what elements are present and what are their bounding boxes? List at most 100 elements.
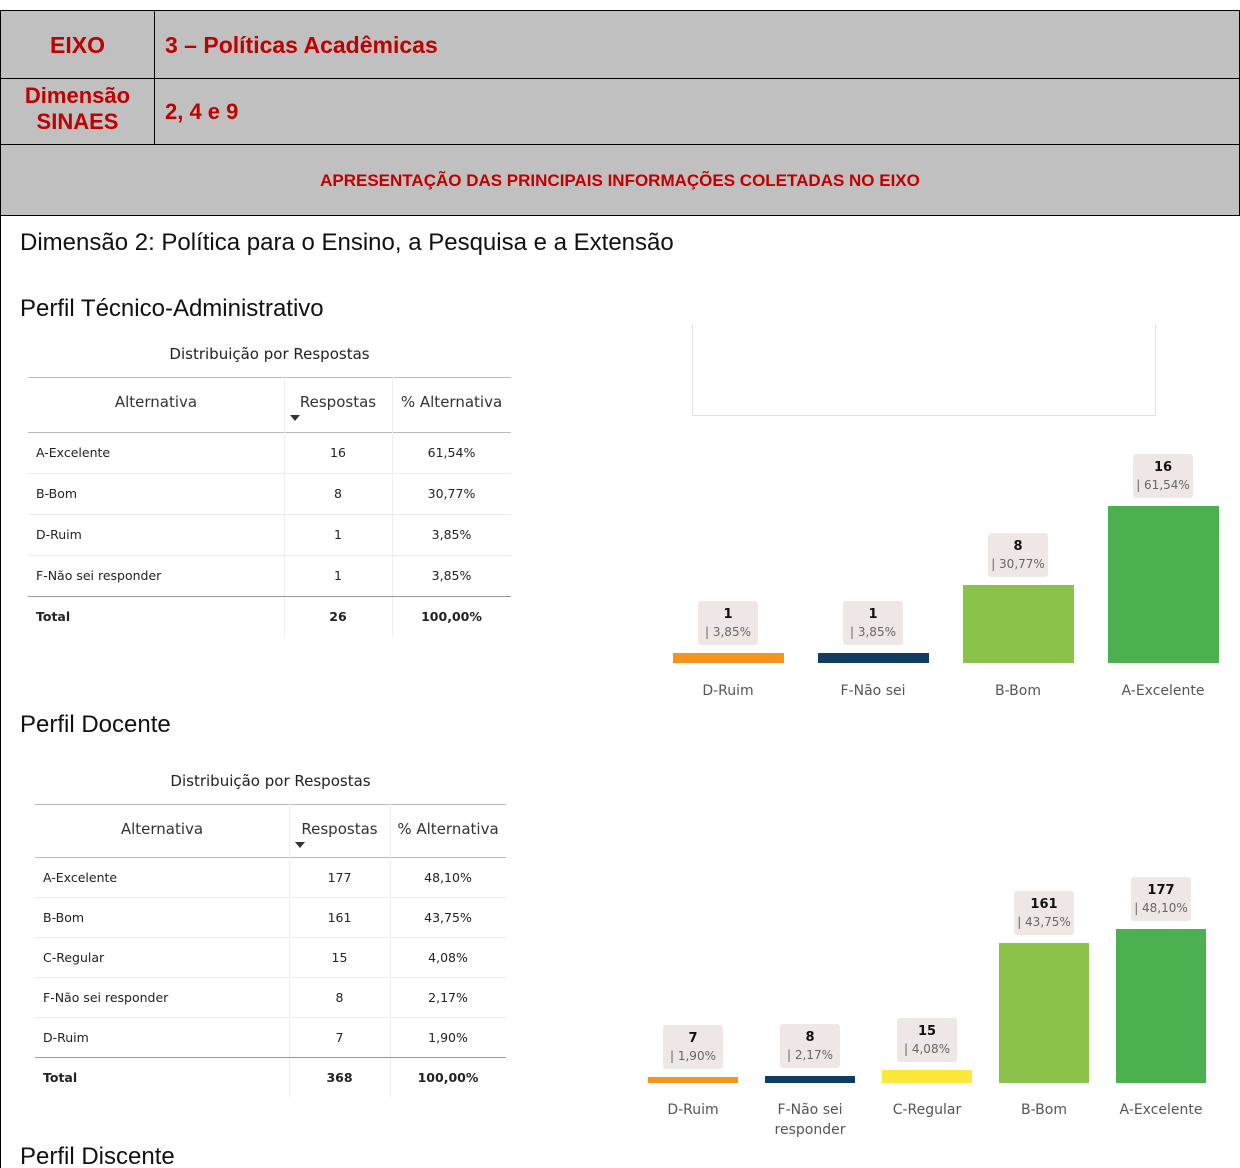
column-divider bbox=[284, 377, 285, 637]
dimension-label: Dimensão SINAES bbox=[24, 83, 131, 134]
table-cell: D-Ruim bbox=[43, 1030, 89, 1045]
chart-frame bbox=[692, 325, 1156, 416]
section-title: Perfil Docente bbox=[20, 711, 171, 738]
percent-label: | 48,10% bbox=[1134, 901, 1188, 915]
bar bbox=[1107, 506, 1219, 663]
percent-label: | 61,54% bbox=[1136, 478, 1190, 492]
category-label: F-Não sei bbox=[840, 683, 906, 699]
table-cell: 43,75% bbox=[424, 910, 472, 925]
bar bbox=[648, 1076, 738, 1083]
table-cell: 8 bbox=[335, 990, 344, 1005]
data-label: 8 | 2,17% bbox=[780, 1024, 840, 1069]
dimension-value: 2, 4 e 9 bbox=[165, 99, 239, 124]
bar bbox=[882, 1069, 972, 1083]
data-label: 1 | 3,85% bbox=[843, 601, 903, 646]
table-rule bbox=[35, 804, 506, 805]
table-cell: A-Excelente bbox=[43, 870, 118, 885]
percent-label: | 3,85% bbox=[705, 625, 751, 640]
column-divider bbox=[390, 804, 391, 1097]
sort-arrow bbox=[290, 415, 300, 421]
category-label: D-Ruim bbox=[702, 683, 754, 699]
left-border bbox=[0, 215, 1, 1168]
bar bbox=[962, 584, 1074, 663]
section-title: Perfil Técnico-Administrativo bbox=[20, 295, 324, 322]
table-cell: F-Não sei responder bbox=[43, 990, 169, 1005]
total-cell: Total bbox=[36, 609, 71, 624]
total-cell: 100,00% bbox=[417, 1070, 479, 1085]
category-label: A-Excelente bbox=[1119, 1102, 1203, 1118]
column-header: Alternativa bbox=[114, 393, 198, 411]
count-label: 1 bbox=[868, 607, 878, 623]
table-cell: 3,85% bbox=[431, 527, 472, 542]
table-caption: Distribuição por Respostas bbox=[170, 772, 371, 790]
data-label: 15 | 4,08% bbox=[897, 1017, 957, 1062]
count-label: 177 bbox=[1147, 883, 1175, 898]
header-cell bbox=[154, 78, 1240, 145]
row-rule bbox=[28, 473, 511, 474]
bar bbox=[999, 942, 1089, 1083]
table-cell: C-Regular bbox=[43, 950, 105, 965]
heading: Dimensão 2: Política para o Ensino, a Pe… bbox=[20, 229, 674, 256]
percent-label: | 30,77% bbox=[991, 556, 1045, 571]
section-title: Perfil Discente bbox=[20, 1143, 175, 1168]
data-label: 161 | 43,75% bbox=[1014, 890, 1074, 935]
bar bbox=[1116, 929, 1206, 1083]
percent-label: | 3,85% bbox=[850, 625, 896, 640]
table-cell: 1,90% bbox=[428, 1030, 468, 1045]
table-cell: 1 bbox=[334, 527, 342, 542]
data-label: 7 | 1,90% bbox=[663, 1024, 723, 1069]
count-label: 8 bbox=[1013, 538, 1023, 554]
header-cell bbox=[154, 10, 1240, 79]
bar bbox=[817, 653, 929, 663]
table-cell: 16 bbox=[330, 445, 346, 460]
count-label: 16 bbox=[1153, 460, 1173, 475]
total-cell: 26 bbox=[329, 609, 347, 624]
table-cell: F-Não sei responder bbox=[36, 568, 162, 583]
data-label: 16 | 61,54% bbox=[1133, 454, 1193, 498]
total-cell: Total bbox=[43, 1070, 78, 1085]
total-cell: 368 bbox=[326, 1070, 353, 1085]
table-cell: 3,85% bbox=[431, 568, 472, 583]
table-cell: 2,17% bbox=[428, 990, 468, 1005]
category-label: D-Ruim bbox=[667, 1102, 719, 1118]
table-rule bbox=[28, 377, 511, 378]
row-rule bbox=[28, 555, 511, 556]
table-rule bbox=[28, 432, 511, 433]
row-rule bbox=[35, 897, 506, 898]
data-label: 8 | 30,77% bbox=[988, 532, 1048, 577]
row-rule bbox=[35, 1017, 506, 1018]
column-header: % Alternativa bbox=[400, 393, 503, 411]
column-header: Respostas bbox=[299, 393, 377, 411]
bar bbox=[672, 653, 784, 663]
percent-label: | 43,75% bbox=[1017, 914, 1071, 929]
total-cell: 100,00% bbox=[421, 609, 482, 624]
count-label: 161 bbox=[1030, 896, 1058, 912]
row-rule bbox=[28, 596, 511, 597]
table-cell: D-Ruim bbox=[36, 527, 82, 542]
count-label: 1 bbox=[723, 607, 733, 623]
data-label: 1 | 3,85% bbox=[698, 601, 758, 646]
column-divider bbox=[289, 804, 290, 1097]
column-divider bbox=[392, 377, 393, 637]
header-cell bbox=[0, 10, 155, 79]
category-label: B-Bom bbox=[1021, 1102, 1067, 1118]
row-rule bbox=[35, 1057, 506, 1058]
category-label: C-Regular bbox=[892, 1102, 962, 1118]
eixo-label: EIXO bbox=[50, 32, 105, 58]
sort-arrow bbox=[295, 842, 305, 848]
table-cell: 15 bbox=[331, 950, 348, 965]
table-cell: B-Bom bbox=[36, 486, 78, 501]
table-rule bbox=[35, 857, 506, 858]
table-cell: 177 bbox=[327, 870, 352, 885]
table-cell: 161 bbox=[327, 910, 352, 925]
banner-cell bbox=[0, 144, 1240, 216]
percent-label: | 2,17% bbox=[787, 1048, 833, 1063]
row-rule bbox=[35, 977, 506, 978]
eixo-value: 3 – Políticas Acadêmicas bbox=[165, 32, 438, 58]
table-cell: 61,54% bbox=[427, 445, 476, 460]
count-label: 7 bbox=[688, 1030, 698, 1046]
table-cell: 7 bbox=[335, 1030, 344, 1045]
table-caption: Distribuição por Respostas bbox=[169, 345, 370, 363]
table-cell: B-Bom bbox=[43, 910, 85, 925]
